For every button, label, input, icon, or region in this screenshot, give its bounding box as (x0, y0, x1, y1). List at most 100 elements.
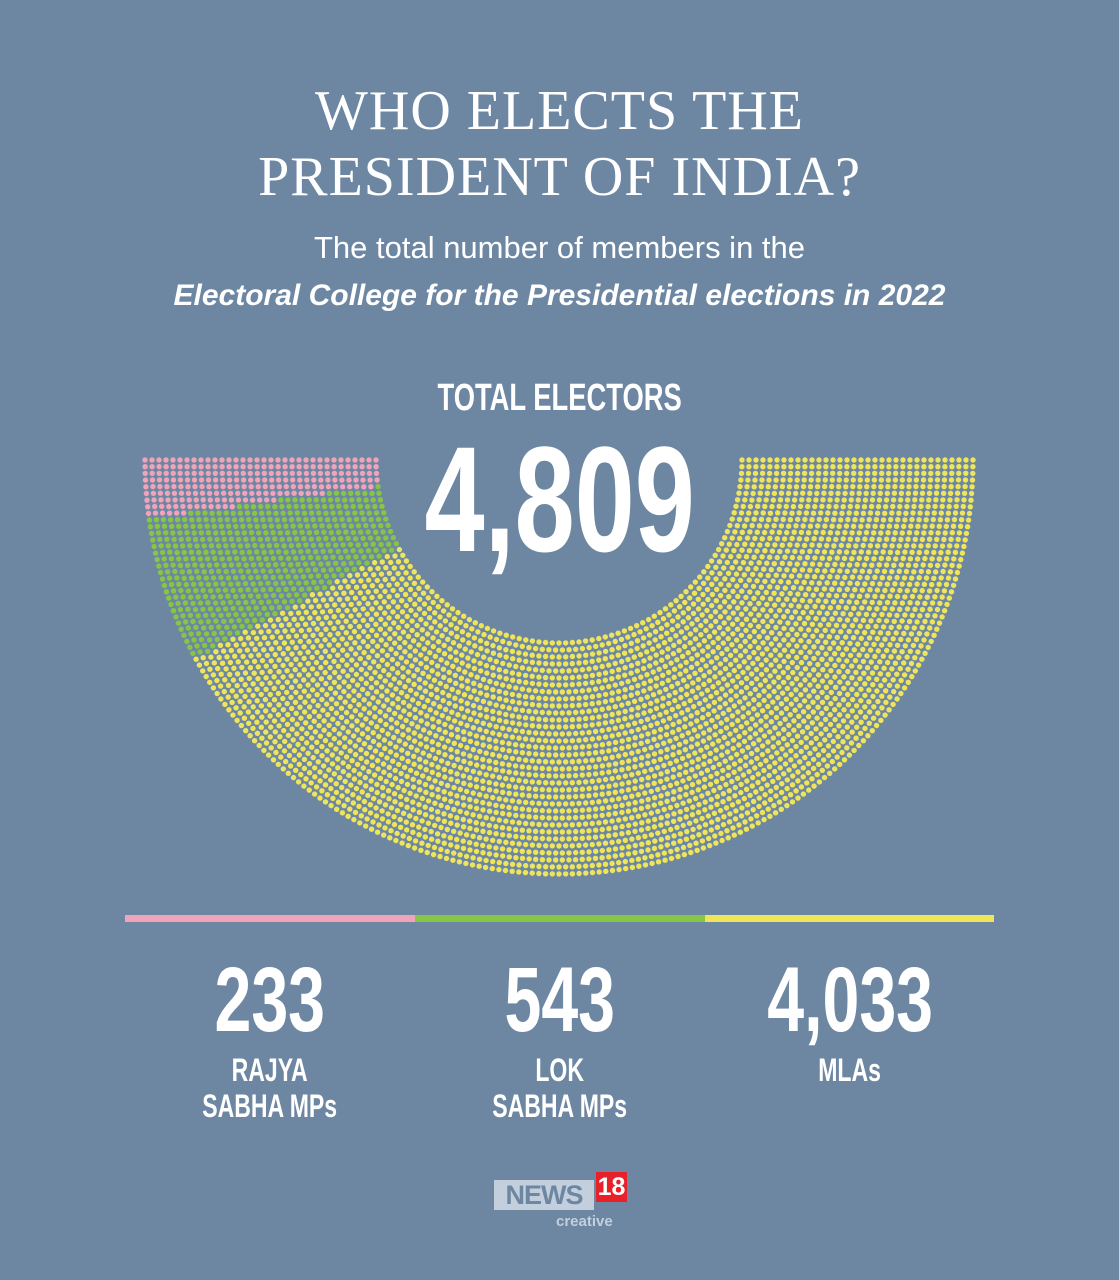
dot-mlas (651, 736, 657, 742)
dot-mlas (445, 715, 452, 721)
dot-mlas (573, 646, 579, 652)
dot-lok-sabha-mps (221, 536, 227, 542)
dot-mlas (783, 752, 789, 758)
dot-mlas (392, 767, 398, 774)
dot-mlas (909, 593, 916, 600)
dot-mlas (733, 657, 739, 663)
dot-mlas (921, 464, 927, 470)
dot-lok-sabha-mps (287, 510, 293, 516)
dot-lok-sabha-mps (292, 529, 298, 536)
dot-mlas (411, 738, 418, 744)
dot-mlas (724, 559, 730, 566)
dot-lok-sabha-mps (358, 548, 364, 554)
dot-mlas (470, 790, 476, 796)
dot-mlas (410, 807, 416, 813)
dot-mlas (791, 497, 798, 503)
dot-mlas (841, 674, 847, 680)
dot-mlas (825, 743, 832, 749)
dot-mlas (873, 549, 879, 556)
dot-mlas (782, 795, 788, 802)
dot-mlas (457, 764, 464, 771)
dot-lok-sabha-mps (173, 594, 179, 600)
dot-mlas (732, 529, 738, 535)
dot-mlas (625, 744, 632, 750)
dot-mlas (400, 674, 406, 680)
dot-mlas (519, 764, 525, 770)
dot-lok-sabha-mps (157, 569, 164, 576)
dot-mlas (400, 629, 407, 635)
dot-mlas (392, 775, 399, 782)
dot-mlas (405, 677, 412, 684)
dot-mlas (549, 822, 555, 828)
dot-mlas (942, 470, 948, 476)
dot-lok-sabha-mps (290, 568, 296, 574)
dot-rajya-sabha-mps (184, 464, 190, 470)
dot-mlas (422, 812, 429, 818)
dot-mlas (487, 634, 493, 640)
dot-mlas (742, 497, 748, 503)
dot-mlas (410, 784, 417, 790)
dot-mlas (678, 593, 684, 599)
dot-mlas (443, 626, 449, 633)
dot-mlas (428, 625, 434, 631)
dot-mlas (852, 587, 858, 593)
dot-lok-sabha-mps (316, 510, 322, 516)
dot-mlas (336, 596, 343, 603)
dot-mlas (358, 666, 365, 673)
dot-mlas (701, 784, 708, 790)
label-line: SABHA MPs (492, 1088, 628, 1124)
dot-mlas (267, 617, 274, 623)
dot-mlas (312, 774, 318, 780)
dot-mlas (751, 516, 757, 522)
dot-mlas (878, 484, 884, 490)
dot-mlas (318, 643, 324, 649)
dot-mlas (819, 699, 826, 705)
dot-mlas (880, 549, 886, 555)
dot-mlas (596, 841, 602, 847)
dot-mlas (513, 826, 519, 833)
dot-rajya-sabha-mps (149, 464, 155, 470)
dot-mlas (734, 775, 741, 781)
dot-mlas (579, 828, 586, 834)
dot-mlas (566, 773, 572, 779)
dot-mlas (654, 764, 661, 771)
dot-mlas (849, 719, 855, 725)
dot-mlas (828, 689, 834, 696)
dot-mlas (696, 779, 702, 785)
dot-mlas (839, 580, 845, 587)
dot-mlas (852, 657, 859, 664)
dot-mlas (285, 770, 291, 776)
dot-mlas (911, 503, 917, 510)
dot-mlas (425, 595, 431, 601)
dot-mlas (616, 731, 622, 738)
dot-mlas (729, 778, 735, 785)
dot-mlas (743, 754, 749, 760)
dot-mlas (894, 593, 901, 600)
dot-rajya-sabha-mps (233, 477, 240, 483)
dot-mlas (903, 543, 910, 549)
dot-mlas (677, 816, 683, 822)
dot-chart (142, 457, 976, 877)
dot-mlas (224, 654, 230, 660)
dot-lok-sabha-mps (238, 517, 245, 523)
dot-rajya-sabha-mps (247, 464, 253, 470)
dot-lok-sabha-mps (200, 606, 206, 612)
dot-mlas (259, 735, 265, 741)
dot-mlas (442, 774, 448, 780)
dot-mlas (309, 744, 315, 750)
dot-mlas (882, 712, 888, 718)
dot-mlas (934, 483, 940, 490)
dot-mlas (768, 662, 774, 668)
dot-mlas (720, 553, 726, 559)
dot-lok-sabha-mps (219, 556, 225, 562)
dot-mlas (909, 575, 915, 581)
dot-mlas (954, 543, 960, 549)
dot-mlas (664, 842, 670, 848)
dot-mlas (696, 832, 702, 838)
dot-mlas (556, 843, 562, 849)
dot-mlas (856, 593, 863, 599)
dot-mlas (398, 690, 405, 696)
dot-mlas (315, 759, 321, 765)
dot-mlas (657, 712, 663, 718)
dot-mlas (837, 464, 843, 470)
